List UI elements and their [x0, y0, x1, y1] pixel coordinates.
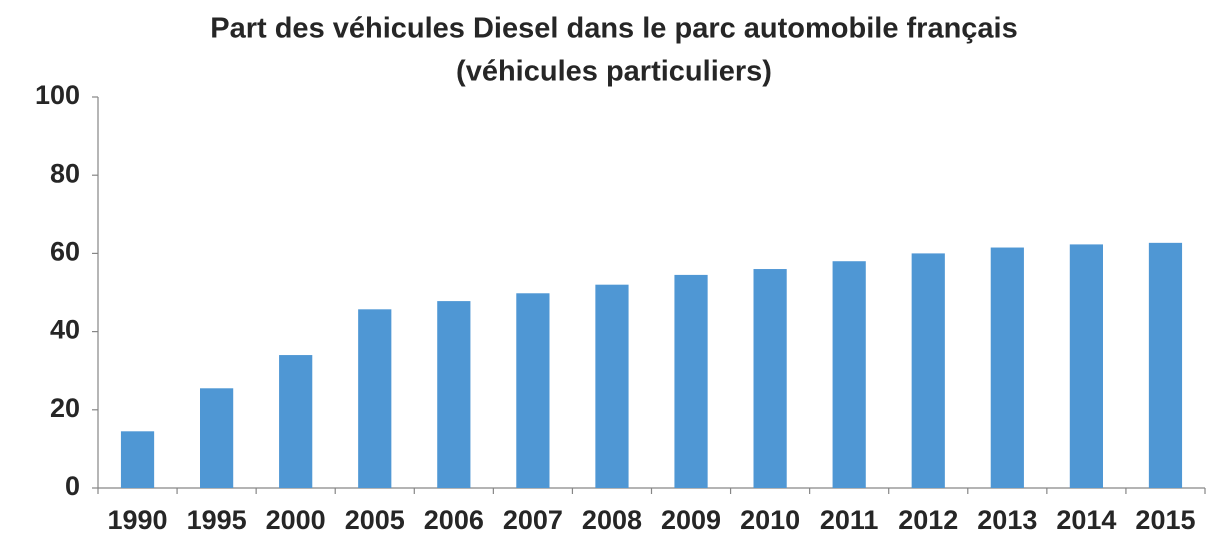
x-tick-label: 2010 [740, 505, 800, 535]
y-tick-label: 60 [50, 237, 80, 267]
y-tick-label: 80 [50, 158, 80, 188]
y-tick-label: 0 [65, 471, 80, 501]
x-tick-label: 2012 [898, 505, 958, 535]
x-tick-label: 2014 [1056, 505, 1116, 535]
chart-title: (véhicules particuliers) [456, 56, 772, 88]
x-tick-label: 2006 [424, 505, 484, 535]
y-tick-label: 100 [35, 80, 80, 110]
x-tick-label: 2008 [582, 505, 642, 535]
bar [120, 431, 155, 488]
x-tick-label: 2000 [266, 505, 326, 535]
bar [437, 301, 471, 488]
bar [516, 293, 550, 488]
bar [358, 309, 392, 488]
x-tick-label: 1995 [187, 505, 247, 535]
bar [1069, 244, 1103, 488]
x-tick-label: 2007 [503, 505, 563, 535]
y-tick-label: 20 [50, 393, 80, 423]
bar [753, 269, 787, 488]
x-tick-label: 2005 [345, 505, 405, 535]
x-tick-label: 2015 [1135, 505, 1195, 535]
x-tick-label: 1990 [107, 505, 167, 535]
x-tick-label: 2013 [977, 505, 1037, 535]
bar [1148, 242, 1183, 488]
bar [911, 253, 945, 488]
bar [200, 388, 234, 488]
bar [279, 355, 313, 488]
x-tick-label: 2009 [661, 505, 721, 535]
y-tick-label: 40 [50, 315, 80, 345]
bar [674, 274, 708, 488]
bar [595, 284, 629, 488]
bar [832, 261, 866, 488]
x-tick-label: 2011 [820, 505, 879, 535]
bar [990, 247, 1024, 488]
chart-title: Part des véhicules Diesel dans le parc a… [210, 13, 1018, 45]
